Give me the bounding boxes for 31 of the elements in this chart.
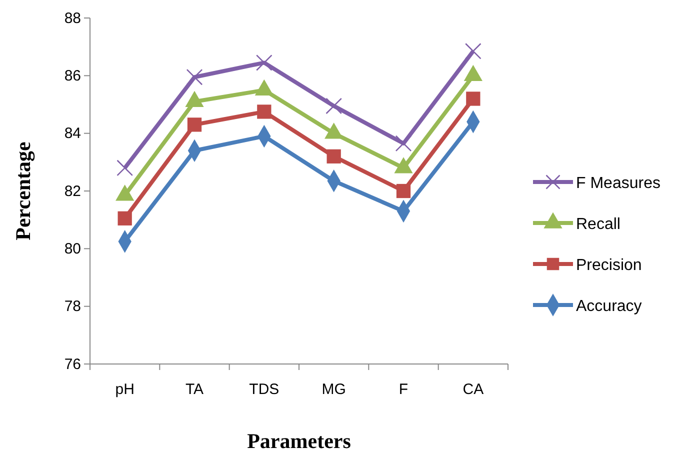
y-tick-label: 84	[64, 125, 81, 142]
y-tick-label: 80	[64, 240, 81, 258]
y-tick-label: 86	[64, 67, 81, 84]
point	[326, 149, 341, 164]
legend-label: Precision	[576, 257, 642, 274]
x-axis-title: Parameters	[247, 429, 351, 453]
point	[466, 92, 480, 106]
y-axis-title: Percentage	[11, 142, 35, 240]
legend-label: Recall	[576, 216, 620, 233]
point	[187, 118, 202, 132]
x-tick-label: CA	[462, 381, 484, 398]
y-tick-label: 76	[64, 356, 81, 373]
point	[464, 42, 482, 60]
point	[116, 160, 134, 176]
point	[118, 211, 132, 226]
x-tick-label: F	[398, 381, 408, 398]
legend-label: F Measures	[576, 175, 660, 192]
x-tick-label: MG	[322, 381, 346, 398]
point	[395, 135, 412, 152]
y-tick-label: 82	[64, 182, 81, 200]
point	[257, 104, 272, 119]
y-tick-label: 78	[64, 298, 81, 316]
legend-label: Accuracy	[576, 298, 642, 315]
y-tick-label: 88	[64, 10, 81, 27]
point	[396, 184, 411, 198]
x-tick-label: TDS	[249, 381, 280, 398]
point	[326, 98, 342, 114]
x-tick-label: TA	[185, 381, 204, 398]
x-tick-label: pH	[115, 381, 134, 398]
point	[256, 54, 272, 71]
point	[186, 68, 203, 86]
